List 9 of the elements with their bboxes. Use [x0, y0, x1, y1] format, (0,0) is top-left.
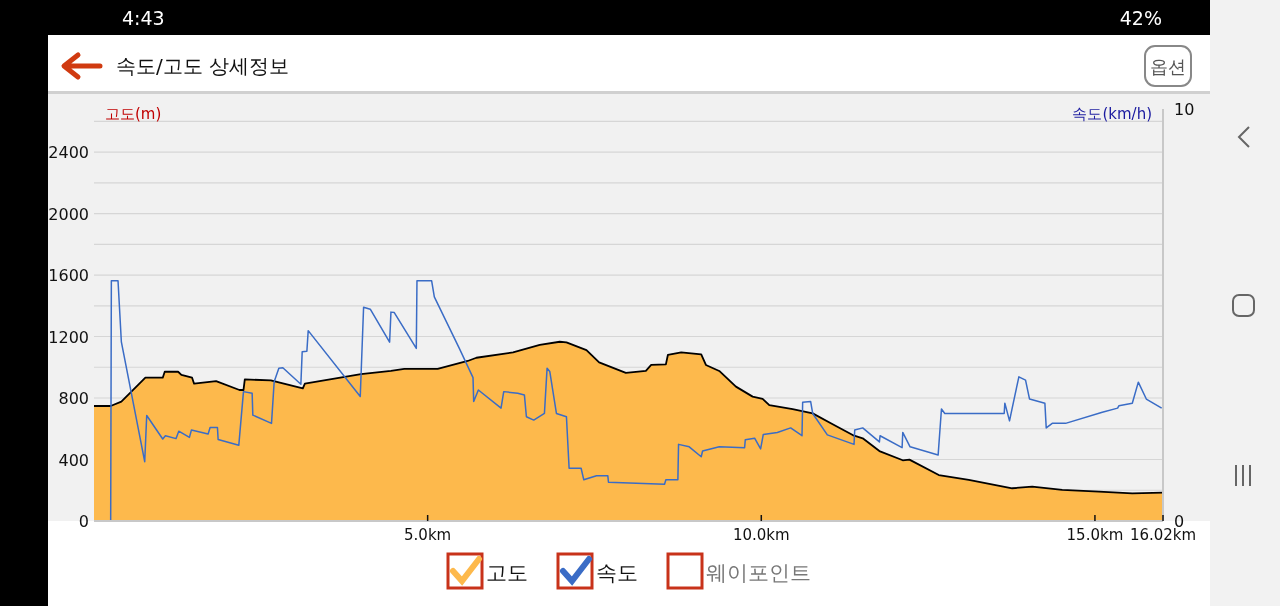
y2label: 속도(km/h) — [1072, 105, 1152, 123]
annotation: 웨이포인트 — [666, 552, 811, 590]
annotation: 4:43 — [122, 7, 165, 29]
annotation: 42% — [1119, 7, 1162, 29]
ylabel: 고도(m) — [105, 105, 162, 123]
legend-label: 속도 — [596, 561, 638, 585]
legend-label: 고도 — [486, 561, 528, 585]
title: 속도/고도 상세정보 — [116, 54, 290, 78]
annotation: 옵션 — [1150, 56, 1186, 77]
